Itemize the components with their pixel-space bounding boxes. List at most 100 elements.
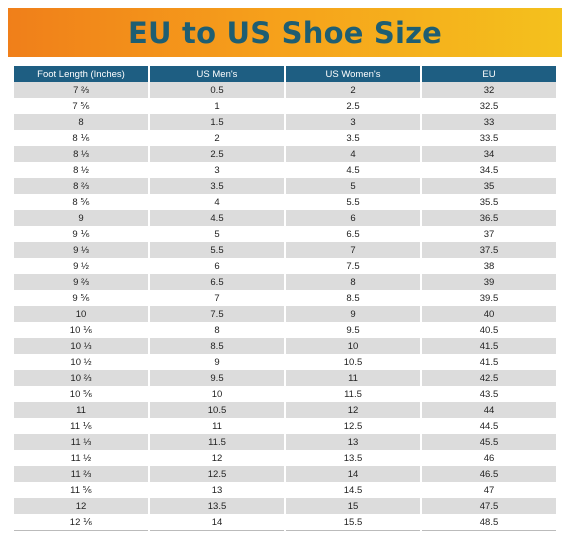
title-banner: EU to US Shoe Size [8, 8, 562, 57]
cell-foot-length: 11 ½ [14, 450, 148, 466]
cell-foot-length: 8 ⅓ [14, 146, 148, 162]
cell-foot-length: 8 ⅚ [14, 194, 148, 210]
cell-us-women: 10 [286, 338, 420, 354]
cell-foot-length: 7 ⅚ [14, 98, 148, 114]
header-foot-length: Foot Length (Inches) [14, 66, 148, 82]
cell-us-women: 10.5 [286, 354, 420, 370]
cell-foot-length: 9 ½ [14, 258, 148, 274]
cell-eu: 32.5 [422, 98, 556, 114]
cell-eu: 46.5 [422, 466, 556, 482]
table-row: 12 13.5 15 47.5 [14, 498, 556, 514]
cell-foot-length: 9 [14, 210, 148, 226]
cell-foot-length: 8 [14, 114, 148, 130]
cell-us-men: 3 [150, 162, 284, 178]
cell-eu: 48.5 [422, 514, 556, 531]
cell-us-women: 5.5 [286, 194, 420, 210]
cell-eu: 38 [422, 258, 556, 274]
table-row: 11 ⅚ 13 14.5 47 [14, 482, 556, 498]
cell-us-women: 2 [286, 82, 420, 98]
cell-us-men: 4.5 [150, 210, 284, 226]
cell-us-men: 7 [150, 290, 284, 306]
cell-us-men: 13.5 [150, 498, 284, 514]
cell-us-men: 8 [150, 322, 284, 338]
cell-us-men: 6 [150, 258, 284, 274]
cell-us-women: 15 [286, 498, 420, 514]
cell-eu: 34 [422, 146, 556, 162]
cell-us-women: 5 [286, 178, 420, 194]
cell-foot-length: 9 ⅔ [14, 274, 148, 290]
cell-us-women: 4.5 [286, 162, 420, 178]
cell-us-men: 3.5 [150, 178, 284, 194]
cell-us-men: 9.5 [150, 370, 284, 386]
cell-us-women: 4 [286, 146, 420, 162]
cell-us-women: 9 [286, 306, 420, 322]
table-row: 11 ½ 12 13.5 46 [14, 450, 556, 466]
cell-us-men: 1.5 [150, 114, 284, 130]
table-row: 7 ⅔ 0.5 2 32 [14, 82, 556, 98]
page-title: EU to US Shoe Size [127, 15, 443, 50]
table-row: 9 ⅙ 5 6.5 37 [14, 226, 556, 242]
cell-us-women: 6.5 [286, 226, 420, 242]
table-row: 10 ½ 9 10.5 41.5 [14, 354, 556, 370]
cell-eu: 35 [422, 178, 556, 194]
cell-us-women: 13 [286, 434, 420, 450]
cell-foot-length: 12 ⅙ [14, 514, 148, 531]
cell-eu: 41.5 [422, 338, 556, 354]
cell-us-men: 1 [150, 98, 284, 114]
table-row: 10 ⅚ 10 11.5 43.5 [14, 386, 556, 402]
cell-us-women: 12.5 [286, 418, 420, 434]
shoe-size-table: Foot Length (Inches) US Men's US Women's… [12, 66, 558, 531]
table-row: 8 1.5 3 33 [14, 114, 556, 130]
cell-foot-length: 10 ⅚ [14, 386, 148, 402]
table-row: 11 10.5 12 44 [14, 402, 556, 418]
table-row: 9 ⅚ 7 8.5 39.5 [14, 290, 556, 306]
cell-eu: 34.5 [422, 162, 556, 178]
cell-eu: 44.5 [422, 418, 556, 434]
cell-foot-length: 8 ⅔ [14, 178, 148, 194]
cell-foot-length: 8 ⅙ [14, 130, 148, 146]
cell-eu: 33 [422, 114, 556, 130]
cell-foot-length: 12 [14, 498, 148, 514]
header-us-women: US Women's [286, 66, 420, 82]
cell-eu: 41.5 [422, 354, 556, 370]
cell-us-women: 12 [286, 402, 420, 418]
cell-us-men: 8.5 [150, 338, 284, 354]
cell-us-women: 14 [286, 466, 420, 482]
cell-foot-length: 7 ⅔ [14, 82, 148, 98]
cell-us-women: 8 [286, 274, 420, 290]
table-row: 12 ⅙ 14 15.5 48.5 [14, 514, 556, 531]
cell-us-women: 3 [286, 114, 420, 130]
table-row: 9 ⅔ 6.5 8 39 [14, 274, 556, 290]
cell-eu: 35.5 [422, 194, 556, 210]
cell-us-men: 6.5 [150, 274, 284, 290]
cell-us-men: 7.5 [150, 306, 284, 322]
cell-us-women: 11.5 [286, 386, 420, 402]
cell-foot-length: 8 ½ [14, 162, 148, 178]
cell-us-women: 11 [286, 370, 420, 386]
cell-us-men: 13 [150, 482, 284, 498]
cell-foot-length: 10 ⅔ [14, 370, 148, 386]
cell-us-men: 5 [150, 226, 284, 242]
cell-foot-length: 11 [14, 402, 148, 418]
cell-foot-length: 11 ⅓ [14, 434, 148, 450]
table-header-row: Foot Length (Inches) US Men's US Women's… [14, 66, 556, 82]
cell-us-women: 2.5 [286, 98, 420, 114]
cell-us-men: 14 [150, 514, 284, 531]
table-row: 9 ⅓ 5.5 7 37.5 [14, 242, 556, 258]
table-row: 10 ⅓ 8.5 10 41.5 [14, 338, 556, 354]
header-eu: EU [422, 66, 556, 82]
table-row: 11 ⅓ 11.5 13 45.5 [14, 434, 556, 450]
table-row: 8 ⅚ 4 5.5 35.5 [14, 194, 556, 210]
cell-eu: 43.5 [422, 386, 556, 402]
cell-foot-length: 11 ⅚ [14, 482, 148, 498]
cell-us-women: 7.5 [286, 258, 420, 274]
cell-foot-length: 10 ⅙ [14, 322, 148, 338]
cell-us-men: 10 [150, 386, 284, 402]
cell-us-men: 4 [150, 194, 284, 210]
cell-foot-length: 9 ⅙ [14, 226, 148, 242]
table-row: 7 ⅚ 1 2.5 32.5 [14, 98, 556, 114]
cell-eu: 37 [422, 226, 556, 242]
cell-us-men: 5.5 [150, 242, 284, 258]
cell-us-men: 11 [150, 418, 284, 434]
cell-foot-length: 10 [14, 306, 148, 322]
